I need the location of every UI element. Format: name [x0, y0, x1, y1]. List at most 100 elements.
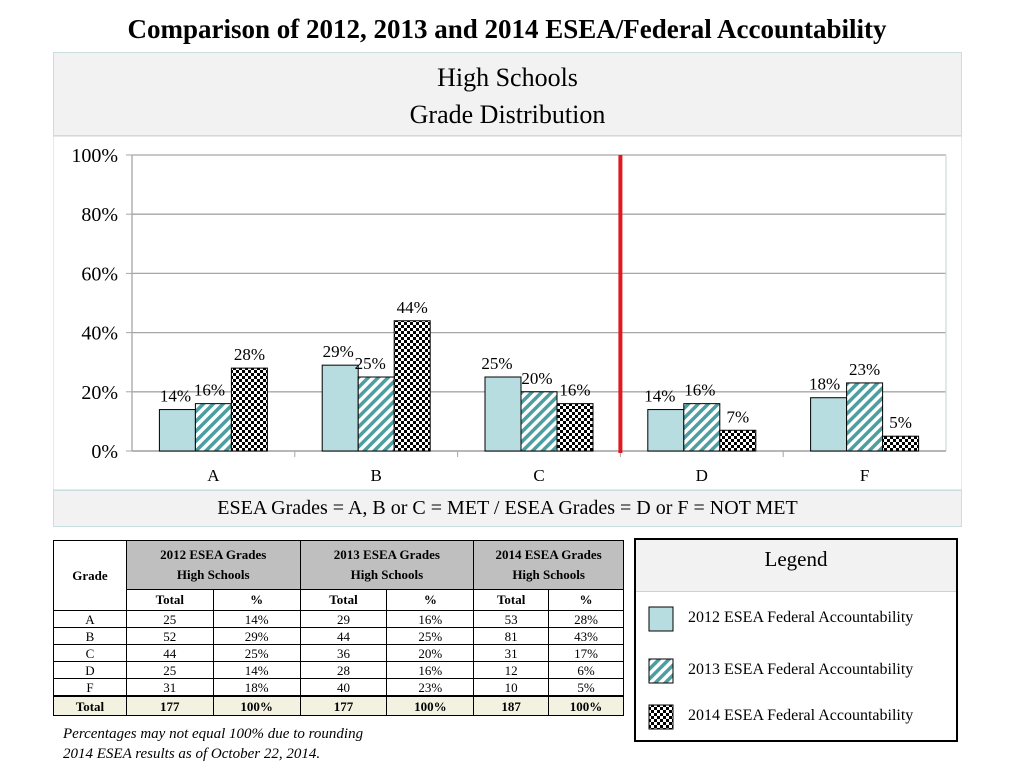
legend-label-2012: 2012 ESEA Federal Accountability	[688, 609, 914, 626]
table-cell: 25%	[386, 627, 475, 645]
data-label: 25%	[355, 354, 386, 373]
group-2014-line-1: 2014 ESEA Grades	[495, 547, 602, 562]
table-cell: Total	[53, 695, 127, 716]
data-label: 25%	[481, 354, 512, 373]
table-cell: 25	[125, 610, 214, 628]
table-cell: 43%	[548, 627, 624, 645]
table-cell: 177	[125, 695, 214, 716]
table-cell: F	[53, 678, 127, 697]
table-cell: 6%	[548, 661, 624, 679]
bar-2013-A	[194, 403, 232, 452]
table-cell: 177	[299, 695, 388, 716]
table-row: B 52 29% 44 25% 81 43%	[53, 627, 624, 645]
legend: Legend 2012 ESEA Federal Accountability …	[634, 538, 958, 742]
bar-chart: 0%20%40%60%80%100%14% 16%28%A29%25%44%B25…	[53, 136, 962, 490]
chart-header: High Schools Grade Distribution	[53, 52, 962, 136]
group-header-2013: 2013 ESEA Grades High Schools	[299, 540, 475, 590]
table-cell: 29%	[212, 627, 301, 645]
table-row: A 25 14% 29 16% 53 28%	[53, 610, 624, 628]
y-tick-label: 40%	[81, 323, 118, 345]
subheader-percent: %	[548, 589, 624, 611]
bar-2012-A	[158, 409, 196, 452]
bar-2014-A	[230, 367, 268, 452]
data-label: 18%	[809, 375, 840, 394]
table-cell: 23%	[386, 678, 475, 697]
subheader-total: Total	[299, 589, 388, 611]
table-cell: 36	[299, 644, 388, 662]
data-label: 29%	[323, 342, 354, 361]
table-cell: 100%	[386, 695, 475, 716]
table-cell: 28%	[548, 610, 624, 628]
grades-table: Grade 2012 ESEA Grades High Schools 2013…	[53, 540, 624, 716]
y-tick-label: 20%	[81, 382, 118, 404]
subheader-percent: %	[212, 589, 301, 611]
table-cell: 20%	[386, 644, 475, 662]
bar-2013-D	[683, 403, 721, 452]
x-tick-label: F	[860, 466, 869, 485]
group-2013-line-1: 2013 ESEA Grades	[333, 547, 440, 562]
footnote-date: 2014 ESEA results as of October 22, 2014…	[63, 746, 321, 762]
data-label: 20%	[521, 369, 552, 388]
table-cell: A	[53, 610, 127, 628]
bar-2012-F	[810, 397, 848, 452]
subheader-total: Total	[473, 589, 550, 611]
table-cell: 16%	[386, 610, 475, 628]
chart-title-line-2: Grade Distribution	[409, 100, 606, 129]
bar-2013-F	[846, 382, 884, 452]
bar-2012-D	[647, 409, 685, 452]
legend-title: Legend	[636, 540, 956, 592]
bar-2014-D	[719, 429, 757, 452]
legend-swatch-2012	[648, 606, 674, 632]
data-label: 16%	[194, 381, 225, 400]
x-tick-label: A	[207, 466, 220, 485]
footnote-rounding: Percentages may not equal 100% due to ro…	[63, 726, 364, 742]
data-label: 5%	[889, 413, 912, 432]
x-tick-label: B	[371, 466, 382, 485]
table-cell: 29	[299, 610, 388, 628]
bar-2013-B	[357, 376, 395, 452]
legend-swatch-2014	[648, 704, 674, 730]
bar-2014-F	[882, 435, 920, 452]
subheader-percent: %	[386, 589, 475, 611]
table-cell: 81	[473, 627, 550, 645]
table-cell: 25	[125, 661, 214, 679]
table-cell: 28	[299, 661, 388, 679]
data-label: 14%	[160, 387, 191, 406]
page-title: Comparison of 2012, 2013 and 2014 ESEA/F…	[127, 14, 887, 44]
group-2012-line-2: High Schools	[176, 567, 250, 582]
data-label: 16%	[684, 381, 715, 400]
table-cell: 187	[473, 695, 550, 716]
bar-2012-C	[484, 376, 522, 452]
met-note: ESEA Grades = A, B or C = MET / ESEA Gra…	[53, 490, 962, 527]
group-2014-line-2: High Schools	[512, 567, 585, 582]
table-cell: 31	[125, 678, 214, 697]
bar-2013-C	[520, 391, 558, 452]
table-cell: 53	[473, 610, 550, 628]
bar-2014-C	[556, 403, 594, 452]
table-row: C 44 25% 36 20% 31 17%	[53, 644, 624, 662]
data-label: 16%	[559, 381, 590, 400]
group-header-2012: 2012 ESEA Grades High Schools	[125, 540, 301, 590]
table-cell: B	[53, 627, 127, 645]
table-cell: 31	[473, 644, 550, 662]
y-tick-label: 80%	[81, 204, 118, 226]
table-cell: 12	[473, 661, 550, 679]
y-tick-label: 100%	[71, 145, 118, 167]
footnotes: Percentages may not equal 100% due to ro…	[63, 724, 363, 764]
table-total-row: Total 177 100% 177 100% 187 100%	[53, 695, 624, 716]
table-cell: 5%	[548, 678, 624, 697]
y-tick-label: 0%	[91, 441, 118, 463]
x-tick-label: D	[696, 466, 708, 485]
group-header-2014: 2014 ESEA Grades High Schools	[473, 540, 624, 590]
table-cell: C	[53, 644, 127, 662]
table-cell: 100%	[548, 695, 624, 716]
group-2013-line-2: High Schools	[350, 567, 424, 582]
table-cell: D	[53, 661, 127, 679]
group-2012-line-1: 2012 ESEA Grades	[160, 547, 267, 562]
table-cell: 25%	[212, 644, 301, 662]
table-cell: 14%	[212, 610, 301, 628]
data-label: 23%	[849, 360, 880, 379]
table-cell: 14%	[212, 661, 301, 679]
bar-2012-B	[321, 364, 359, 452]
subheader-total: Total	[125, 589, 214, 611]
